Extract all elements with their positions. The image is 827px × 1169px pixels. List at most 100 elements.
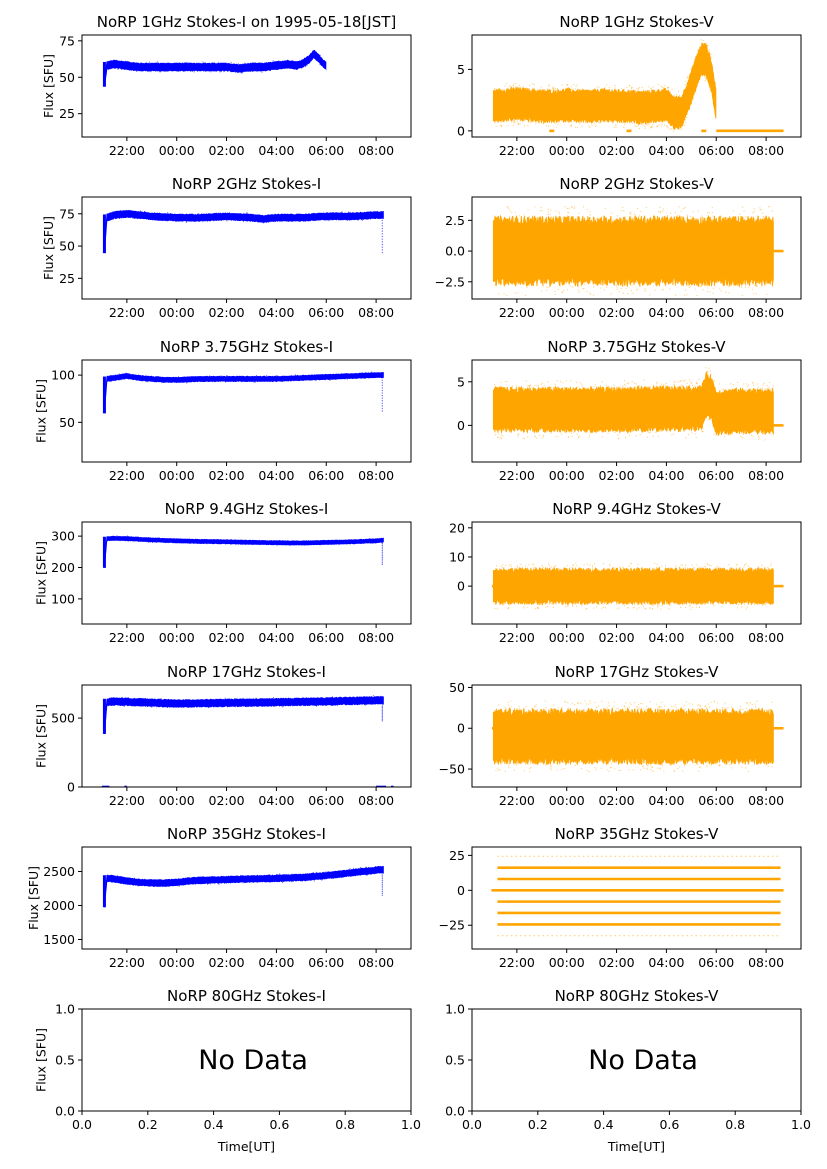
data-point [690, 608, 692, 610]
data-point [676, 93, 678, 95]
data-point [764, 439, 766, 441]
data-point [277, 544, 279, 546]
data-point [534, 206, 536, 208]
data-point [527, 388, 530, 391]
data-point [150, 71, 152, 73]
xtick-label: 06:00 [308, 630, 344, 645]
data-point [566, 760, 568, 762]
data-point [620, 283, 622, 285]
data-point [552, 603, 554, 605]
drop-point [381, 714, 384, 716]
data-point [708, 564, 711, 566]
drop-point [381, 563, 384, 566]
data-point [689, 384, 691, 387]
data-point [570, 380, 572, 382]
data-point [586, 769, 589, 771]
data-point [621, 282, 623, 284]
data-layer-i6 [102, 865, 384, 908]
data-point [598, 705, 600, 707]
drop-point [381, 384, 384, 387]
data-point [710, 91, 713, 93]
data-point [614, 431, 616, 433]
data-point [246, 212, 248, 214]
data-point [500, 436, 502, 439]
data-point [702, 40, 705, 42]
xtick-label: 0.4 [594, 1117, 614, 1132]
data-point [760, 208, 762, 211]
data-point [694, 385, 696, 387]
data-point [661, 605, 663, 607]
data-point [503, 120, 505, 122]
data-point [598, 430, 600, 433]
data-point [543, 385, 545, 387]
data-point [705, 704, 707, 707]
data-point [621, 285, 623, 288]
data-point [680, 384, 682, 386]
data-point [598, 121, 600, 123]
ytick-label: 50 [59, 239, 75, 254]
data-point [226, 380, 228, 383]
xtick-label: 0.2 [138, 1117, 158, 1132]
data-point [684, 708, 686, 711]
xtick-label: 0.4 [204, 1117, 224, 1132]
data-point [614, 84, 616, 87]
data-point [509, 85, 511, 87]
data-point [592, 89, 595, 91]
drop-point [381, 217, 384, 219]
data-point [606, 286, 608, 288]
data-point [353, 543, 356, 545]
data-point [707, 290, 709, 292]
data-band [493, 706, 774, 766]
data-point [660, 383, 663, 385]
data-point [494, 283, 497, 286]
drop-point [381, 387, 384, 389]
data-point [624, 385, 627, 387]
panel-title: NoRP 80GHz Stokes-V [555, 987, 720, 1005]
data-point [622, 568, 624, 570]
data-point [613, 386, 615, 389]
drop-point [381, 890, 384, 893]
data-point [114, 374, 116, 376]
data-point [736, 564, 738, 566]
data-point [280, 697, 282, 699]
data-point [169, 878, 171, 881]
drop-point [381, 715, 384, 718]
data-point [615, 709, 617, 711]
data-point [768, 708, 770, 711]
data-point [636, 87, 638, 90]
data-point [714, 81, 716, 84]
data-point [650, 218, 652, 220]
data-point [321, 704, 324, 706]
data-point [756, 215, 759, 217]
data-point [536, 385, 538, 387]
data-point [581, 125, 583, 127]
data-point [591, 122, 593, 124]
ytick-label: 1.0 [55, 1002, 75, 1017]
data-point [695, 383, 698, 385]
data-point [276, 874, 278, 876]
data-point [591, 124, 593, 126]
data-point [583, 287, 585, 290]
xtick-label: 08:00 [358, 955, 394, 970]
data-point [593, 286, 595, 288]
data-point [710, 565, 712, 567]
data-point [573, 208, 575, 210]
data-point [761, 604, 763, 607]
data-point [290, 380, 292, 383]
data-point [586, 291, 588, 293]
data-point [584, 700, 586, 702]
data-band [493, 42, 717, 131]
data-point [329, 379, 331, 381]
data-point [517, 435, 519, 437]
xtick-label: 22:00 [499, 305, 535, 320]
drop-point [381, 402, 384, 405]
data-point [134, 217, 136, 219]
data-point [646, 567, 648, 570]
data-point [558, 212, 561, 215]
data-point [148, 61, 151, 63]
data-point [693, 60, 696, 62]
data-point [628, 85, 630, 87]
data-point [684, 606, 687, 609]
data-point [744, 563, 746, 565]
